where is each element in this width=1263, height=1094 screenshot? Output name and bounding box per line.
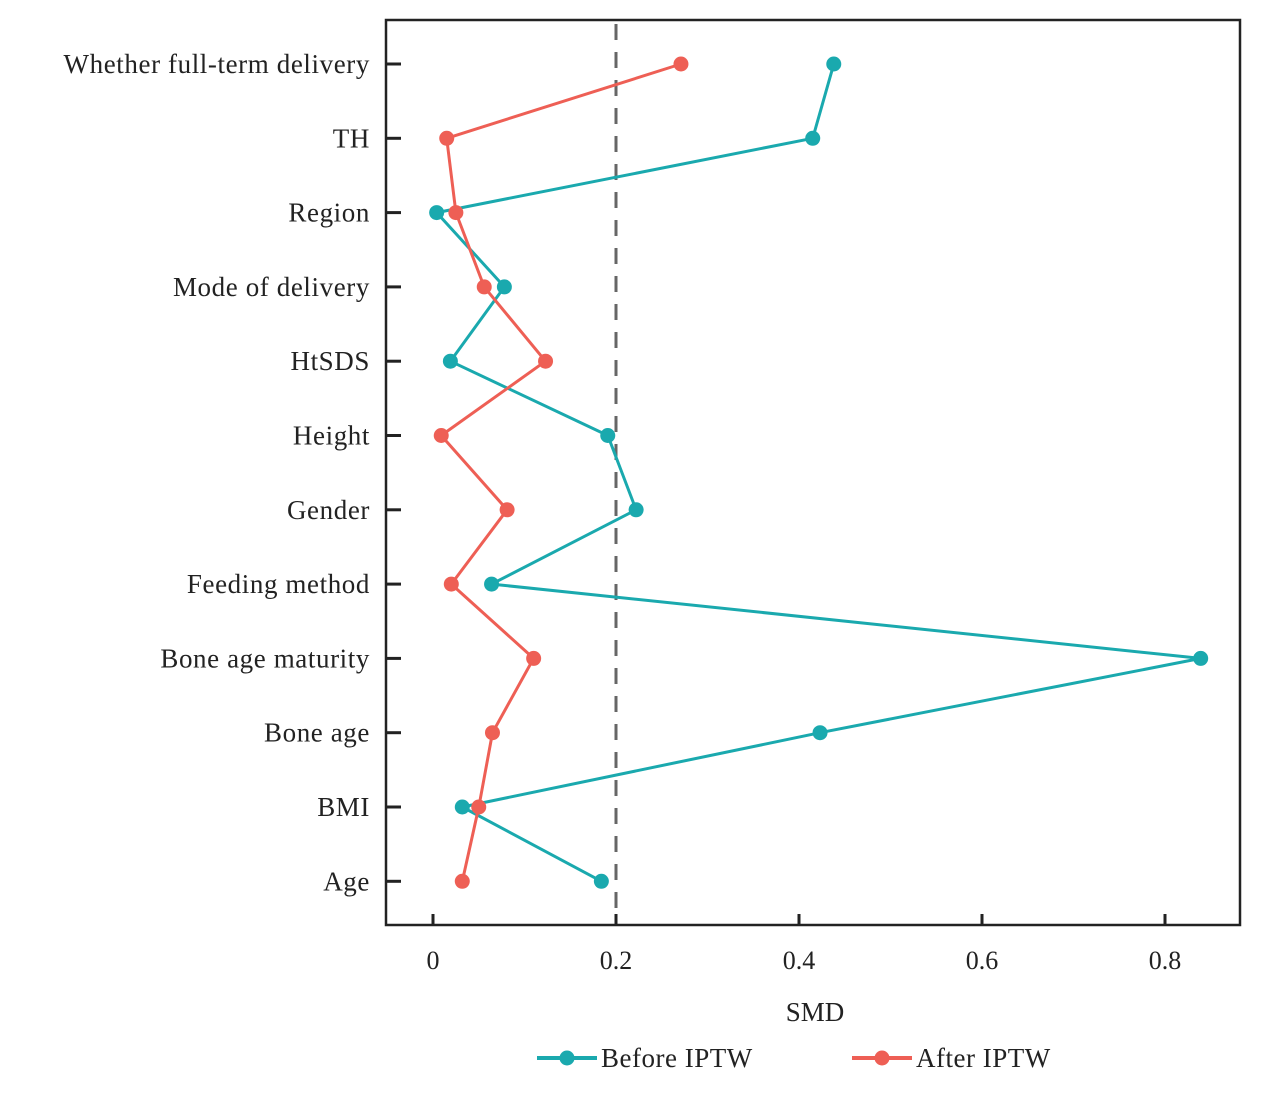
data-point-before-iptw [600,428,616,443]
data-point-after-iptw [471,799,487,815]
y-tick-label: Height [293,421,370,451]
data-point-before-iptw [812,725,828,741]
data-point-before-iptw [628,502,644,518]
legend-label: Before IPTW [601,1043,753,1073]
x-axis-title: SMD [786,997,845,1027]
y-tick-label: Region [288,198,370,228]
data-point-before-iptw [1193,650,1209,666]
series-line-before-iptw [435,63,1203,883]
data-point-after-iptw [538,353,554,369]
data-point-before-iptw [805,130,821,146]
data-point-after-iptw [433,428,449,443]
y-tick-label: HtSDS [290,346,370,376]
data-point-before-iptw [442,353,458,369]
legend-marker [559,1050,575,1066]
y-tick-label: TH [333,123,370,153]
data-point-after-iptw [526,650,542,666]
data-point-after-iptw [439,130,455,146]
data-point-after-iptw [454,873,470,889]
y-tick-label: Feeding method [187,569,370,599]
data-point-before-iptw [496,279,512,295]
legend-marker [874,1050,890,1066]
data-point-before-iptw [454,799,470,815]
data-point-before-iptw [484,576,500,592]
x-tick-label: 0.4 [783,946,816,975]
data-point-after-iptw [443,576,459,592]
data-point-after-iptw [476,279,492,295]
y-tick-label: Mode of delivery [173,272,370,302]
data-point-before-iptw [826,56,842,72]
x-tick-label: 0 [427,946,440,975]
y-tick-label: BMI [317,792,370,822]
y-tick-label: Bone age maturity [160,643,370,673]
data-point-before-iptw [593,873,609,889]
data-point-after-iptw [673,56,689,72]
series-group [429,56,1209,889]
data-point-after-iptw [499,502,515,518]
x-tick-label: 0.8 [1149,946,1182,975]
x-axis: 0 0.2 0.4 0.6 0.8 [427,914,1182,975]
y-tick-label: Whether full-term delivery [64,49,370,79]
y-axis: Age BMI Bone age Bone age maturity Feeding m… [64,49,401,896]
data-point-after-iptw [448,205,464,221]
plot-frame [384,18,1242,927]
data-point-before-iptw [429,205,445,221]
y-tick-label: Bone age [264,718,370,748]
x-tick-label: 0.6 [966,946,999,975]
data-point-after-iptw [484,725,500,741]
legend-label: After IPTW [916,1043,1051,1073]
legend: Before IPTW After IPTW [537,1043,1051,1073]
y-tick-label: Age [323,866,370,896]
y-tick-label: Gender [287,495,370,525]
x-tick-label: 0.2 [600,946,633,975]
series-line-after-iptw [439,62,682,882]
